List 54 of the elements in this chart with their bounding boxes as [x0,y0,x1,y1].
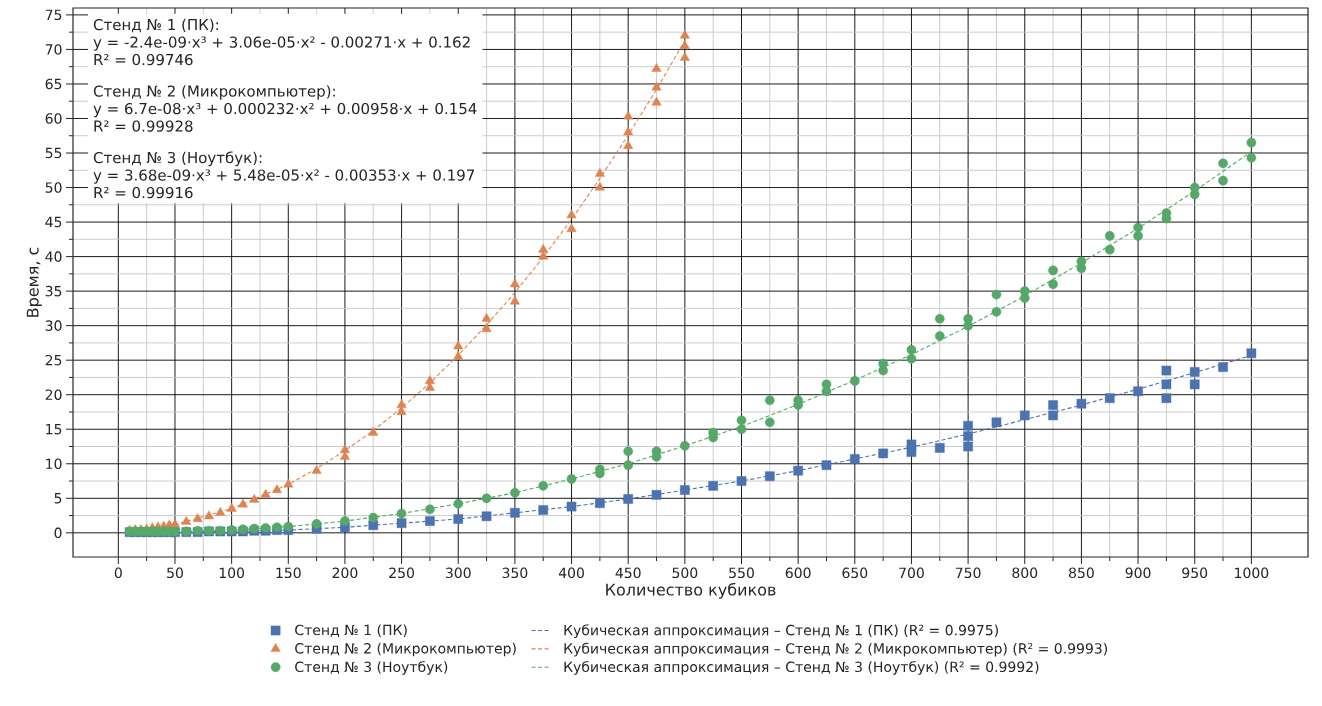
y-tick-label: 15 [46,424,62,435]
y-tick-label: 45 [45,216,62,228]
x-tick-label: 500 [672,567,698,579]
legend-label: Кубическая аппроксимация – Стенд № 3 (Ноутбук) (R² = 0.9992) [564,661,1039,675]
x-tick-label: 100 [219,567,245,579]
annotation: Стенд № 2 (Микрокомпьютер): [93,85,335,100]
annotation: y = 3.68e-09·x³ + 5.48e-05·x² - 0.00353·x + 0.197 [93,169,475,184]
x-tick-label: 950 [1182,567,1208,579]
x-tick-label: 250 [389,567,415,579]
y-tick-label: 50 [45,182,62,193]
x-tick-label: 900 [1125,567,1151,579]
x-tick-label: 200 [332,567,358,579]
annotation: y = 6.7e-08·x³ + 0.000232·x² + 0.00958·x + 0.154 [93,102,477,118]
x-tick-label: 1000 [1235,567,1269,579]
y-tick-label: 55 [45,147,62,159]
legend-label: Стенд № 1 (ПК) [295,624,407,638]
x-axis-title: Количество кубиков [606,582,776,599]
y-tick-label: 10 [46,458,62,470]
x-tick-label: 450 [615,567,641,579]
y-tick-label: 70 [45,44,62,55]
annotation: y = -2.4e-09·x³ + 3.06e-05·x² - 0.00271·x + 0.162 [93,36,470,51]
x-tick-label: 50 [167,567,183,579]
x-tick-label: 850 [1069,567,1094,579]
x-tick-label: 650 [842,567,868,579]
y-axis-title: Время, с [26,247,42,317]
y-tick-label: 5 [54,493,62,504]
legend-label: Стенд № 2 (Микрокомпьютер) [295,642,516,657]
x-tick-label: 400 [558,567,584,579]
y-tick-label: 25 [45,354,62,366]
annotation: R² = 0.99916 [94,186,193,199]
x-tick-label: 600 [785,567,811,579]
annotation: R² = 0.99928 [94,120,193,132]
y-tick-label: 35 [45,285,62,297]
legend-label: Кубическая аппроксимация – Стенд № 1 (ПК) (R² = 0.9975) [564,624,998,639]
x-tick-label: 800 [1012,567,1038,579]
x-tick-label: 0 [114,567,122,579]
y-tick-label: 40 [45,251,62,262]
y-tick-label: 65 [45,78,62,90]
y-tick-label: 20 [45,389,62,401]
x-tick-label: 700 [899,567,924,579]
annotation: Стенд № 1 (ПК): [93,18,218,33]
annotation: Стенд № 3 (Ноутбук): [93,151,262,167]
legend-label: Стенд № 3 (Ноутбук) [295,661,448,675]
annotation: R² = 0.99746 [94,53,193,66]
x-tick-label: 350 [502,567,528,579]
x-tick-label: 300 [445,567,471,579]
x-tick-label: 750 [955,567,981,579]
y-tick-label: 0 [54,527,62,539]
y-tick-label: 30 [45,320,62,331]
y-tick-label: 75 [45,9,62,21]
x-tick-label: 150 [276,567,301,579]
legend-label: Кубическая аппроксимация – Стенд № 2 (Микрокомпьютер) (R² = 0.9993) [564,642,1108,657]
x-tick-label: 550 [729,567,754,579]
y-tick-label: 60 [45,113,62,124]
